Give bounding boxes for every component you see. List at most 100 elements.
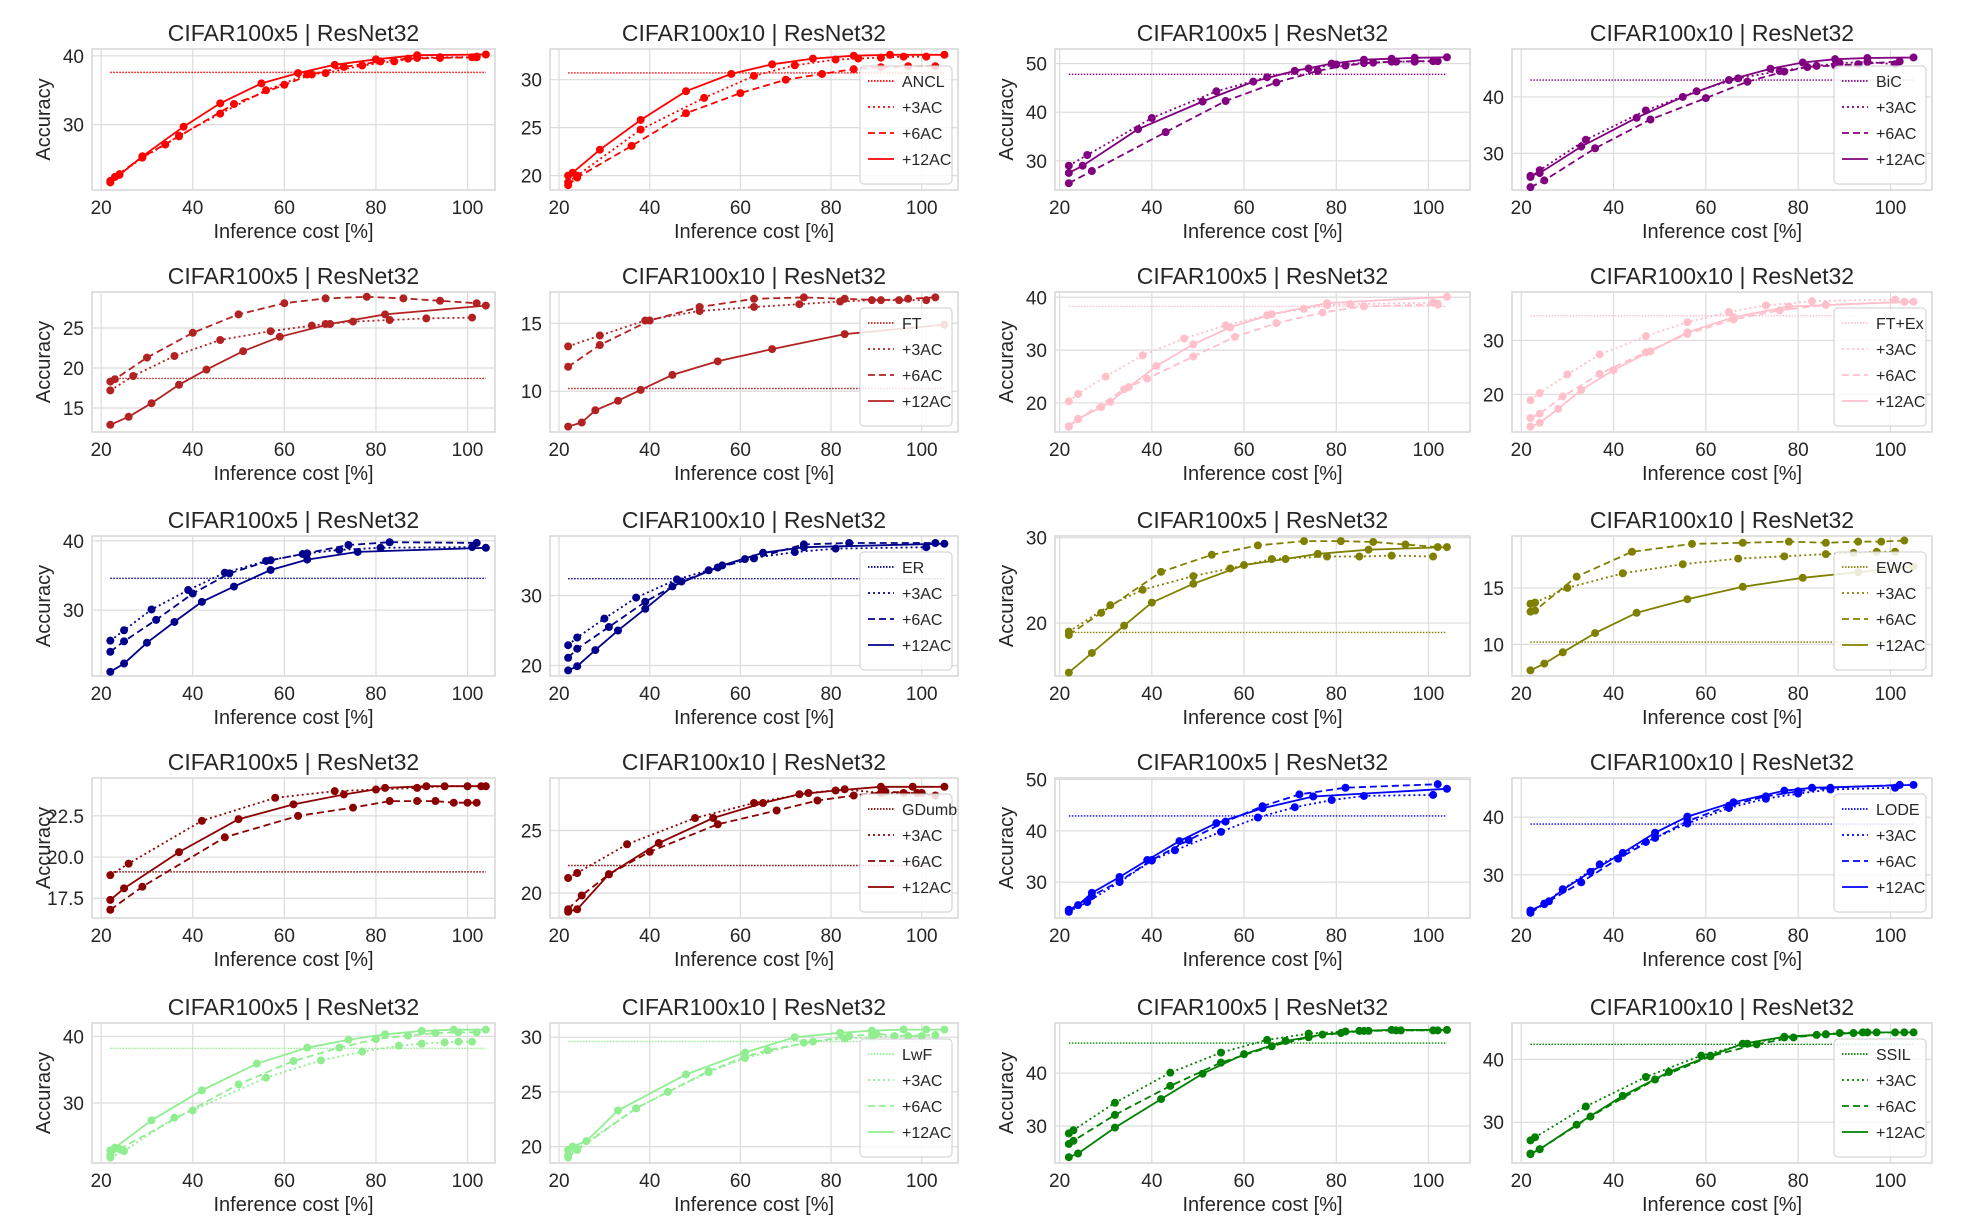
data-point [106, 386, 115, 395]
legend-box [1833, 307, 1927, 427]
y-axis-label: Accuracy [33, 807, 55, 889]
data-point [106, 636, 115, 645]
data-point [1087, 648, 1096, 657]
data-point [813, 796, 822, 805]
data-point [1198, 97, 1207, 106]
x-axis-label: Inference cost [%] [1642, 949, 1802, 971]
x-axis-label: Inference cost [%] [1642, 463, 1802, 485]
data-point [1558, 648, 1567, 657]
x-axis-label: Inference cost [%] [1182, 463, 1342, 485]
data-point [454, 1037, 463, 1046]
data-point [876, 782, 885, 791]
subplot-6: 20 40 60 80 100 10 15 CIFAR100x10 | ResNet32 Inf… [521, 263, 959, 485]
data-point [1221, 97, 1230, 106]
data-point [1313, 66, 1322, 75]
data-point [886, 50, 894, 59]
data-point [1143, 856, 1152, 865]
data-point [138, 152, 147, 161]
data-point [1387, 54, 1396, 63]
data-point [1618, 569, 1627, 578]
data-point [795, 300, 804, 309]
data-point [1083, 150, 1092, 159]
data-point [1175, 837, 1184, 846]
data-point [1134, 125, 1142, 134]
x-tick-label: 40 [639, 1171, 660, 1192]
x-tick-label: 80 [365, 684, 386, 705]
plot-area [1054, 48, 1471, 191]
data-point [120, 637, 129, 646]
data-point [1212, 87, 1221, 96]
legend-label: +6AC [902, 126, 942, 143]
data-point [713, 357, 722, 366]
x-tick-label: 40 [1603, 1171, 1624, 1192]
data-point [1429, 552, 1438, 561]
data-point [1097, 403, 1106, 412]
x-tick-label: 20 [548, 198, 569, 219]
data-point [1124, 383, 1133, 392]
data-point [1364, 545, 1373, 554]
x-tick-label: 40 [1141, 1171, 1162, 1192]
plot-area [1054, 1022, 1471, 1164]
x-axis-label: Inference cost [%] [1642, 221, 1802, 243]
subplot-title: CIFAR100x10 | ResNet32 [622, 507, 886, 533]
data-point [1212, 819, 1221, 828]
data-point [1909, 780, 1918, 789]
data-point [1798, 58, 1807, 67]
data-point [614, 626, 622, 635]
data-point [1217, 1048, 1225, 1057]
data-point [1101, 372, 1110, 381]
data-point [641, 597, 650, 606]
data-point [1678, 92, 1687, 101]
y-tick-label: 30 [1026, 1117, 1047, 1138]
y-tick-label: 25 [63, 319, 84, 340]
data-point [595, 341, 604, 350]
data-point [1683, 595, 1692, 604]
data-point [234, 815, 243, 824]
data-point [403, 1031, 412, 1040]
data-point [627, 141, 636, 150]
data-point [120, 884, 129, 893]
data-point [152, 615, 161, 624]
data-point [1295, 790, 1304, 799]
data-point [1858, 1028, 1867, 1037]
data-point [1909, 1028, 1918, 1037]
x-tick-label: 100 [1413, 198, 1445, 219]
series-line-plus-6ac [1068, 60, 1438, 184]
data-point [1688, 539, 1696, 548]
legend-label: +12AC [1876, 880, 1925, 897]
data-point [413, 51, 422, 60]
data-point [1258, 804, 1267, 813]
legend-label: +12AC [902, 152, 951, 169]
data-point [1821, 1030, 1830, 1039]
legend: ER +3AC +6AC +12AC [859, 551, 953, 671]
data-point [645, 316, 654, 325]
data-point [129, 372, 138, 380]
data-point [849, 51, 858, 60]
data-point [481, 782, 490, 791]
y-tick-label: 10 [521, 382, 542, 403]
subplot-title: CIFAR100x10 | ResNet32 [1590, 20, 1854, 46]
x-tick-label: 40 [1603, 926, 1624, 947]
x-tick-label: 20 [1049, 198, 1070, 219]
data-point [727, 69, 736, 78]
data-point [591, 406, 600, 415]
y-tick-label: 30 [521, 71, 542, 92]
data-point [595, 145, 604, 154]
data-point [1240, 561, 1249, 570]
data-point [1641, 332, 1650, 341]
data-point [750, 294, 758, 303]
y-tick-label: 30 [1026, 873, 1047, 894]
x-tick-label: 40 [182, 440, 203, 461]
data-point [234, 310, 243, 319]
data-point [252, 1059, 261, 1068]
data-point [1166, 1081, 1175, 1090]
x-tick-label: 20 [1511, 1171, 1532, 1192]
y-tick-label: 20 [521, 1138, 542, 1159]
x-tick-label: 40 [1141, 926, 1162, 947]
data-point [1069, 1126, 1078, 1135]
data-point [115, 170, 124, 179]
data-point [1180, 334, 1189, 343]
legend: LODE +3AC +6AC +12AC [1833, 793, 1927, 913]
y-tick-label: 20 [63, 359, 84, 380]
data-point [1281, 1036, 1290, 1045]
